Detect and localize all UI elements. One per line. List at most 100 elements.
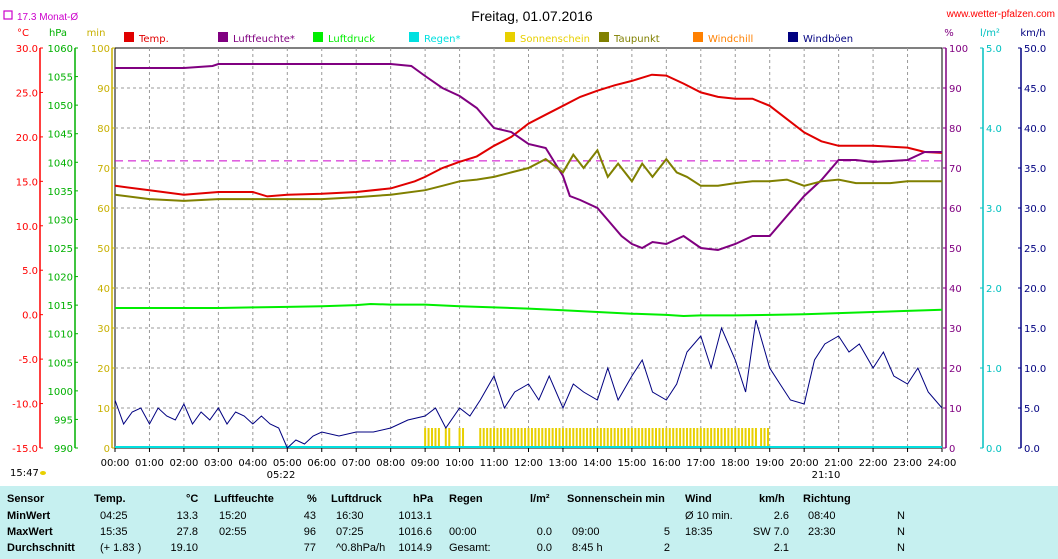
- stats-cell-dir: N: [897, 526, 905, 538]
- legend-swatch: [313, 32, 323, 42]
- sunshine-bar: [623, 428, 626, 448]
- sunshine-bar: [496, 428, 499, 448]
- humidity-line: [115, 63, 942, 252]
- stats-cell-temp-time: 04:25: [100, 510, 128, 522]
- pressure-axis-tick-label: 1050: [48, 101, 73, 112]
- sunshine-bar: [613, 428, 616, 448]
- stats-cell-wind: 2.6: [773, 510, 789, 522]
- x-tick-label: 08:00: [376, 458, 405, 469]
- unit-kmh: km/h: [1020, 28, 1045, 39]
- sunshine-bar: [754, 428, 757, 448]
- temperature-line: [114, 73, 943, 198]
- sunshine-bar: [520, 428, 523, 448]
- stats-header-temp: Temp.: [94, 493, 126, 505]
- sunshine-bar: [744, 428, 747, 448]
- stats-cell-sun: 2: [663, 542, 670, 554]
- stats-cell-label: MaxWert: [7, 526, 53, 538]
- sunshine-bar: [661, 428, 664, 448]
- unit-celsius: °C: [17, 28, 29, 39]
- sunshine-bar: [568, 428, 571, 448]
- website-link[interactable]: www.wetter-pfalzen.com: [946, 9, 1055, 20]
- humidity-axis-tick-label: 10: [949, 404, 962, 415]
- legend-label: Windchill: [708, 34, 753, 45]
- stats-cell-press: 1014.9: [398, 542, 432, 554]
- stats-header-rain-unit: l/m²: [530, 493, 550, 505]
- x-tick-label: 18:00: [721, 458, 750, 469]
- humidity-axis-tick-label: 70: [949, 164, 962, 175]
- x-tick-label: 05:00: [273, 458, 302, 469]
- wind-axis-tick-label: 40.0: [1024, 124, 1046, 135]
- humidity-axis-tick-label: 0: [949, 444, 955, 455]
- rain-axis-tick-label: 0.0: [986, 444, 1002, 455]
- sunshine-bar: [637, 428, 640, 448]
- sunshine-bar: [431, 428, 434, 448]
- stats-cell-dir: N: [897, 510, 905, 522]
- stats-header-rain: Regen: [449, 493, 483, 505]
- x-tick-label: 02:00: [170, 458, 199, 469]
- humidity-axis-tick-label: 50: [949, 244, 962, 255]
- stats-header-sunshine: Sonnenschein min: [567, 493, 665, 505]
- x-tick-label: 00:00: [101, 458, 130, 469]
- sunshine-bar: [462, 428, 465, 448]
- sunshine-bar: [658, 428, 661, 448]
- sunshine-bar: [730, 428, 733, 448]
- sunshine-bar: [551, 428, 554, 448]
- sunshine-bar: [530, 428, 533, 448]
- stats-header-wind: Wind: [685, 493, 712, 505]
- wind-axis-tick-label: 10.0: [1024, 364, 1046, 375]
- x-tick-label: 13:00: [549, 458, 578, 469]
- stats-cell-dir-time: 08:40: [808, 510, 836, 522]
- pressure-axis-tick-label: 1030: [48, 215, 73, 226]
- stats-header-pressure-unit: hPa: [413, 493, 434, 505]
- sunshine-bar: [737, 428, 740, 448]
- legend-swatch: [409, 32, 419, 42]
- sunshine-axis-tick-label: 50: [97, 244, 110, 255]
- unit-hpa: hPa: [49, 28, 67, 39]
- temp-axis-tick-label: -5.0: [18, 355, 38, 366]
- sunshine-bar: [644, 428, 647, 448]
- x-tick-label: 11:00: [480, 458, 509, 469]
- sunshine-bar: [482, 428, 485, 448]
- pressure-axis-tick-label: 1060: [48, 44, 73, 55]
- stats-cell-rain: 0.0: [536, 542, 552, 554]
- sunshine-bar: [634, 428, 637, 448]
- sunshine-bar: [760, 428, 763, 448]
- sunshine-bar: [692, 428, 695, 448]
- sunshine-bar: [558, 428, 561, 448]
- stats-cell-label: Durchschnitt: [7, 542, 75, 554]
- temp-axis-tick-label: 5.0: [22, 266, 38, 277]
- sunshine-bar: [503, 428, 506, 448]
- unit-min: min: [87, 28, 106, 39]
- sunshine-bar: [727, 428, 730, 448]
- x-tick-label: 21:00: [824, 458, 853, 469]
- temp-axis-tick-label: -10.0: [12, 400, 38, 411]
- wind-gust-line: [114, 319, 943, 449]
- pressure-axis-tick-label: 1040: [48, 158, 73, 169]
- wind-axis-tick-label: 15.0: [1024, 324, 1046, 335]
- sunshine-bar: [499, 428, 502, 448]
- x-tick-label: 24:00: [928, 458, 957, 469]
- sunshine-bar: [437, 428, 440, 448]
- sunshine-bar: [699, 428, 702, 448]
- x-tick-label: 04:00: [238, 458, 267, 469]
- dewpoint-line: [114, 148, 942, 202]
- x-tick-label: 22:00: [859, 458, 888, 469]
- sunshine-axis-tick-label: 100: [91, 44, 110, 55]
- x-tick-label: 23:00: [893, 458, 922, 469]
- sunshine-bar: [648, 428, 651, 448]
- sunshine-bar: [565, 428, 568, 448]
- sunshine-bar: [710, 428, 713, 448]
- legend-label: Regen*: [424, 34, 461, 45]
- pressure-axis-tick-label: 995: [54, 415, 73, 426]
- x-tick-label: 07:00: [342, 458, 371, 469]
- sunshine-axis-tick-label: 0: [104, 444, 110, 455]
- sunshine-bar: [592, 428, 595, 448]
- temp-axis-tick-label: -15.0: [12, 444, 38, 455]
- sunshine-bar: [513, 428, 516, 448]
- stats-cell-press: 1013.1: [398, 510, 432, 522]
- stats-header-wind-unit: km/h: [759, 493, 785, 505]
- legend-label: Windböen: [803, 34, 853, 45]
- sunshine-bar: [599, 428, 602, 448]
- rain-axis-tick-label: 5.0: [986, 44, 1002, 55]
- sunshine-bar: [610, 428, 613, 448]
